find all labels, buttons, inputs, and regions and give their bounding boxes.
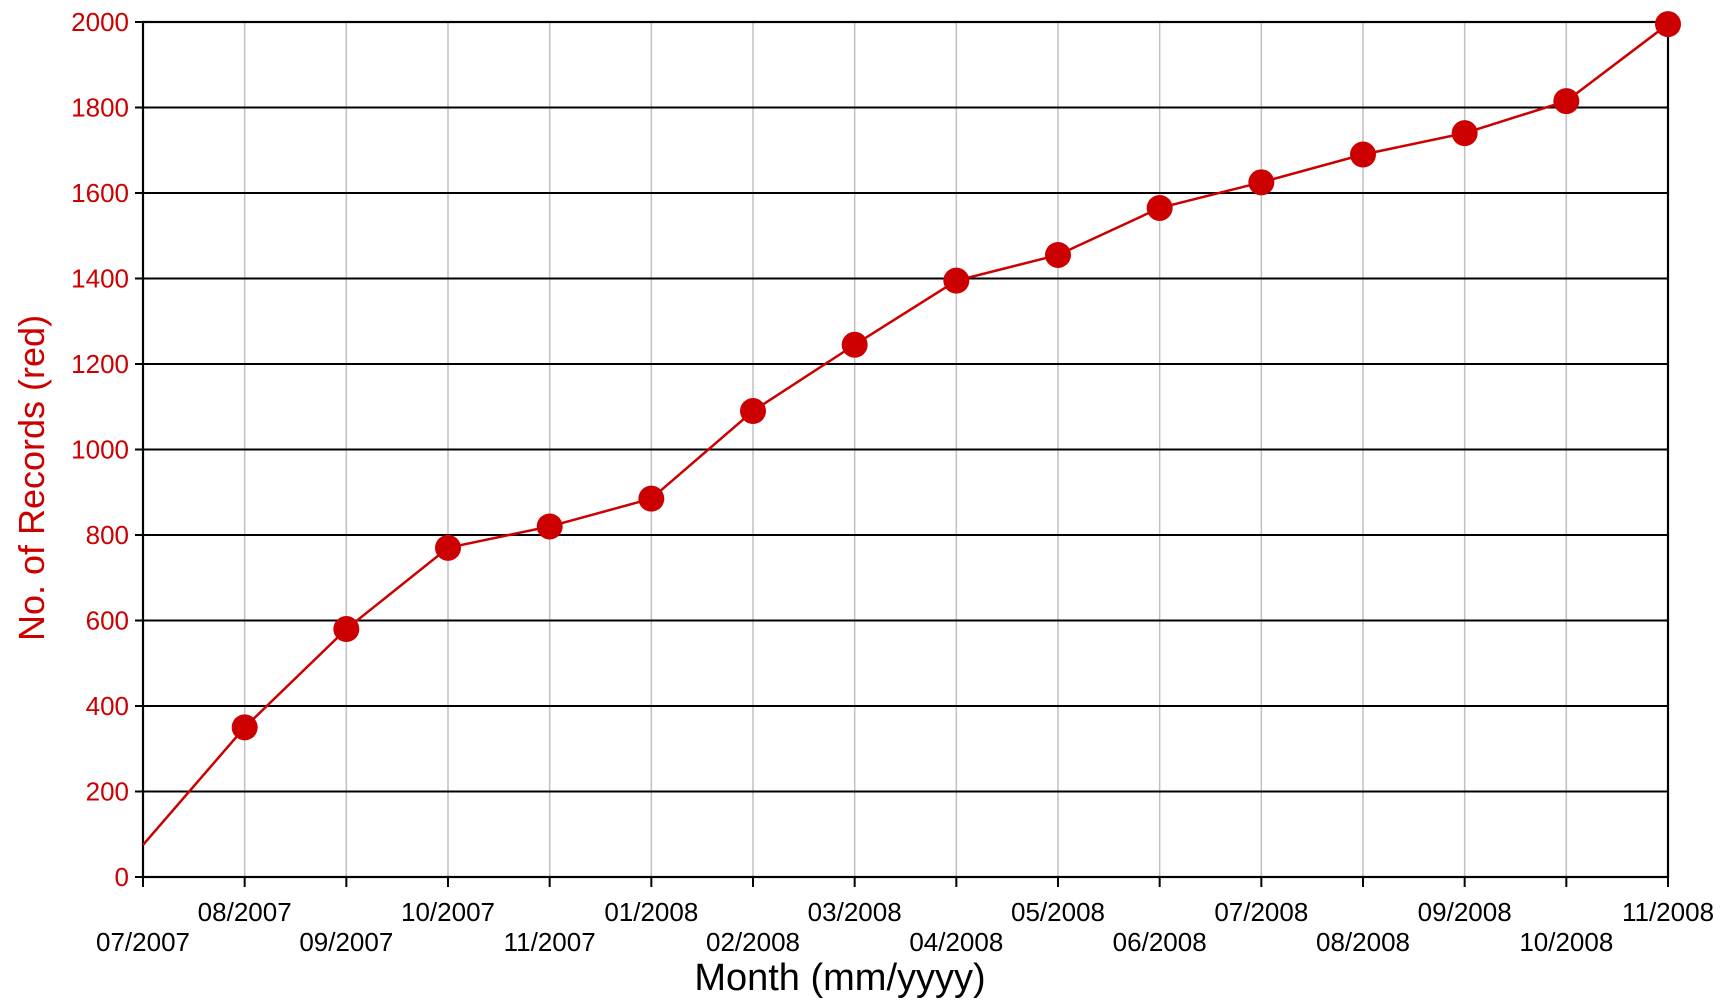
x-tick-label: 07/2008 bbox=[1214, 897, 1308, 927]
y-tick-label: 200 bbox=[86, 777, 129, 807]
data-point bbox=[1045, 241, 1071, 268]
data-point bbox=[1655, 11, 1681, 38]
x-tick-label: 02/2008 bbox=[706, 927, 800, 957]
data-point bbox=[231, 714, 258, 741]
y-tick-label: 400 bbox=[86, 691, 129, 721]
x-tick-label: 01/2008 bbox=[604, 897, 698, 927]
x-tick-label: 09/2008 bbox=[1418, 897, 1512, 927]
data-point bbox=[1248, 169, 1275, 196]
labels: Month (mm/yyyy) No. of Records (red) bbox=[11, 315, 986, 999]
data-point bbox=[536, 513, 563, 540]
grid bbox=[143, 21, 1668, 877]
data-point bbox=[1146, 194, 1173, 221]
y-tick-label: 600 bbox=[86, 606, 129, 636]
y-axis-title: No. of Records (red) bbox=[11, 315, 52, 641]
data-point bbox=[1451, 120, 1478, 147]
y-tick-label: 2000 bbox=[71, 7, 129, 37]
x-tick-label: 08/2008 bbox=[1316, 927, 1410, 957]
y-tick-label: 1800 bbox=[71, 93, 129, 123]
data-point bbox=[943, 267, 970, 294]
data-point bbox=[841, 331, 868, 358]
y-tick-label: 0 bbox=[115, 862, 129, 892]
x-tick-label: 09/2007 bbox=[299, 927, 393, 957]
series-layer bbox=[142, 11, 1681, 846]
y-tick-label: 800 bbox=[86, 520, 129, 550]
x-tick-label: 08/2007 bbox=[198, 897, 292, 927]
x-tick-label: 07/2007 bbox=[96, 927, 190, 957]
x-tick-label: 10/2007 bbox=[401, 897, 495, 927]
y-tick-label: 1600 bbox=[71, 178, 129, 208]
x-tick-label: 10/2008 bbox=[1519, 927, 1613, 957]
x-tick-label: 11/2008 bbox=[1622, 897, 1714, 927]
y-tick-label: 1200 bbox=[71, 349, 129, 379]
data-point bbox=[740, 398, 766, 425]
data-point bbox=[1553, 88, 1580, 115]
x-tick-label: 06/2008 bbox=[1113, 927, 1207, 957]
y-tick-label: 1400 bbox=[71, 264, 129, 294]
series-line bbox=[142, 23, 1669, 846]
x-tick-label: 03/2008 bbox=[808, 897, 902, 927]
x-tick-label: 05/2008 bbox=[1011, 897, 1105, 927]
data-point bbox=[1350, 141, 1376, 168]
x-tick-label: 11/2007 bbox=[504, 927, 596, 957]
x-axis-title: Month (mm/yyyy) bbox=[694, 957, 985, 999]
y-tick-label: 1000 bbox=[71, 435, 129, 465]
data-point bbox=[435, 534, 461, 561]
x-tick-label: 04/2008 bbox=[909, 927, 1003, 957]
axes: 0 200 400 600 800 1000 1200 1400 1600 1800 2000 07/… bbox=[71, 7, 1714, 957]
data-point bbox=[333, 616, 360, 643]
data-point bbox=[638, 485, 665, 512]
